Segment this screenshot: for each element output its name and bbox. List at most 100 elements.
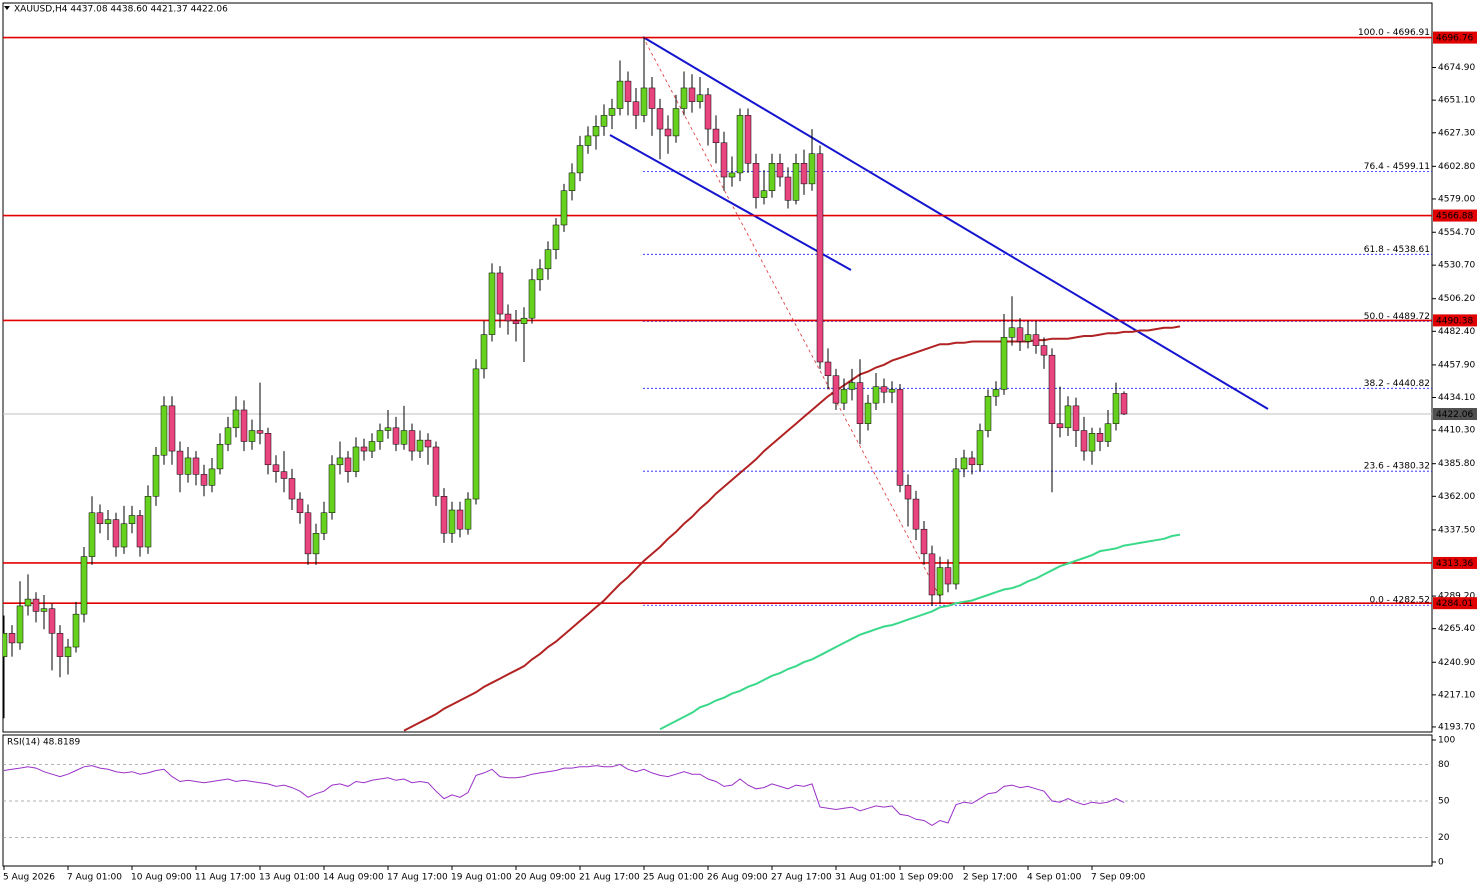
candle-body xyxy=(952,468,960,585)
candle-body xyxy=(320,512,328,534)
x-tick-label: 21 Aug 17:00 xyxy=(579,873,640,883)
candle-body xyxy=(1088,433,1096,452)
candle-body xyxy=(208,468,216,486)
candle-body xyxy=(376,430,384,442)
candle-body xyxy=(616,80,624,109)
candle-body xyxy=(1032,334,1040,346)
candle-body xyxy=(1096,433,1104,442)
candle-body xyxy=(808,153,816,185)
candle-body xyxy=(296,498,304,514)
candle-body xyxy=(624,80,632,102)
candle-body xyxy=(304,512,312,555)
candle-body xyxy=(96,512,104,524)
candle-body xyxy=(1000,337,1008,390)
candle-body xyxy=(176,450,184,475)
last-price-box xyxy=(1433,408,1477,421)
candle-body xyxy=(392,427,400,445)
candle-body xyxy=(328,464,336,514)
x-tick-label: 20 Aug 09:00 xyxy=(515,873,576,883)
candle-body xyxy=(312,533,320,555)
candle-body xyxy=(384,427,392,431)
candle-body xyxy=(712,128,720,144)
candle-body xyxy=(504,313,512,322)
candle-body xyxy=(408,430,416,452)
candle-body xyxy=(3,633,8,657)
candle-body xyxy=(1024,334,1032,342)
rsi-tick-label: 100 xyxy=(1438,736,1455,746)
y-tick-label: 4457.90 xyxy=(1438,360,1475,370)
candle-body xyxy=(1016,327,1024,342)
candle-body xyxy=(960,457,968,470)
candle-body xyxy=(128,515,136,524)
candle-body xyxy=(240,409,248,442)
candle-body xyxy=(48,608,56,634)
candle-body xyxy=(928,553,936,596)
y-tick-label: 4674.90 xyxy=(1438,63,1475,73)
x-tick-label: 26 Aug 09:00 xyxy=(707,873,768,883)
moving-average xyxy=(659,533,1181,731)
candle-body xyxy=(544,249,552,270)
candle-body xyxy=(256,430,264,434)
candle-body xyxy=(416,439,424,452)
y-tick-label: 4602.80 xyxy=(1438,162,1475,172)
candle-body xyxy=(80,556,88,615)
candle-body xyxy=(832,375,840,404)
y-tick-label: 4410.30 xyxy=(1438,426,1475,436)
candle-body xyxy=(456,509,464,530)
candle-body xyxy=(1080,430,1088,452)
rsi-tick-label: 20 xyxy=(1438,833,1450,843)
candle-body xyxy=(648,87,656,109)
candle-body xyxy=(272,464,280,472)
y-tick-label: 4651.10 xyxy=(1438,96,1475,106)
candle-body xyxy=(920,528,928,555)
x-tick-label: 14 Aug 09:00 xyxy=(323,873,384,883)
candle-body xyxy=(136,515,144,548)
candle-body xyxy=(872,386,880,404)
candle-body xyxy=(32,598,40,612)
candle-body xyxy=(88,512,96,557)
candle-body xyxy=(160,405,168,456)
candle-body xyxy=(64,646,72,657)
candle-body xyxy=(968,457,976,466)
fib-label: 76.4 - 4599.11 xyxy=(1364,162,1430,172)
candle-body xyxy=(424,439,432,448)
y-tick-label: 4362.00 xyxy=(1438,492,1475,502)
candle-body xyxy=(368,441,376,452)
y-tick-label: 4627.30 xyxy=(1438,128,1475,138)
candle-body xyxy=(752,163,760,198)
candle-body xyxy=(944,567,952,585)
rsi-tick-label: 0 xyxy=(1438,858,1444,868)
candle-body xyxy=(200,474,208,486)
candle-body xyxy=(576,145,584,174)
last-price-label: 4422.06 xyxy=(1436,410,1473,420)
x-tick-label: 1 Sep 09:00 xyxy=(899,873,954,883)
candle-body xyxy=(864,402,872,424)
candle-body xyxy=(168,405,176,452)
candle-body xyxy=(632,101,640,116)
candle-body xyxy=(104,519,112,524)
candle-body xyxy=(1120,393,1128,415)
candle-body xyxy=(704,94,712,130)
y-tick-label: 4337.50 xyxy=(1438,525,1475,535)
candle-body xyxy=(776,163,784,178)
rsi-panel xyxy=(2,734,1433,867)
fib-label: 100.0 - 4696.91 xyxy=(1358,28,1430,38)
y-tick-label: 4434.10 xyxy=(1438,393,1475,403)
candle-body xyxy=(688,87,696,102)
candle-body xyxy=(1112,393,1120,424)
candle-body xyxy=(344,457,352,472)
x-tick-label: 4 Sep 01:00 xyxy=(1027,873,1082,883)
y-tick-label: 4530.70 xyxy=(1438,261,1475,271)
candle-body xyxy=(120,523,128,548)
candle-body xyxy=(192,457,200,475)
candle-body xyxy=(464,498,472,530)
x-tick-label: 27 Aug 17:00 xyxy=(771,873,832,883)
candle-body xyxy=(640,87,648,116)
candle-body xyxy=(352,446,360,472)
y-tick-label: 4506.20 xyxy=(1438,294,1475,304)
y-tick-label: 4579.00 xyxy=(1438,194,1475,204)
rsi-line xyxy=(3,763,1125,826)
candle-body xyxy=(496,272,504,315)
candle-body xyxy=(760,190,768,198)
x-tick-label: 25 Aug 01:00 xyxy=(643,873,704,883)
